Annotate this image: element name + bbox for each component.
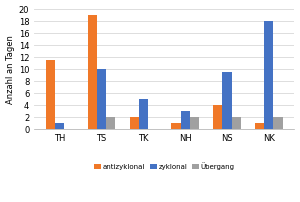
Bar <box>273 117 283 129</box>
Legend: antizyklonal, zyklonal, Übergang: antizyklonal, zyklonal, Übergang <box>91 159 237 173</box>
Bar <box>213 105 222 129</box>
Bar <box>255 123 264 129</box>
Bar <box>232 117 241 129</box>
Bar <box>190 117 199 129</box>
Bar <box>171 123 181 129</box>
Bar <box>88 15 97 129</box>
Bar <box>139 99 148 129</box>
Bar <box>106 117 116 129</box>
Y-axis label: Anzahl an Tagen: Anzahl an Tagen <box>6 35 15 104</box>
Bar <box>264 21 273 129</box>
Bar <box>55 123 64 129</box>
Bar <box>46 60 55 129</box>
Bar <box>97 69 106 129</box>
Bar <box>181 111 190 129</box>
Bar <box>222 72 232 129</box>
Bar <box>130 117 139 129</box>
